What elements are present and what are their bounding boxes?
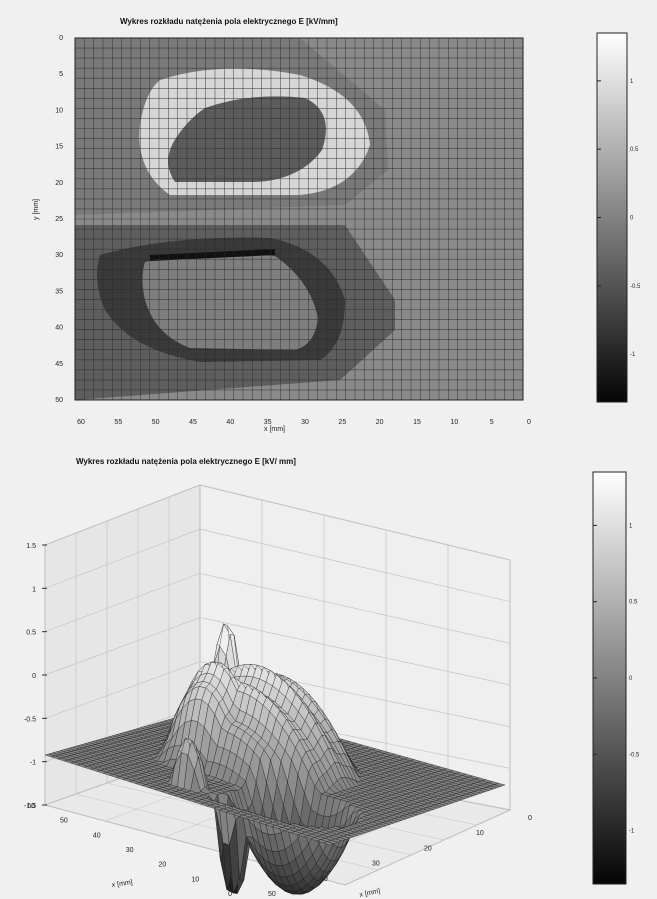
x-tick-label: 60 bbox=[77, 419, 85, 426]
colorbar-tick-label: -0.5 bbox=[629, 752, 640, 758]
x-tick-label: 35 bbox=[264, 419, 272, 426]
x-tick-label: 40 bbox=[93, 832, 101, 839]
x-tick-label: 25 bbox=[338, 419, 346, 426]
surface-x-ticks: 60 50 40 30 20 10 0 bbox=[27, 803, 232, 898]
colorbar-tick-label: 1 bbox=[630, 79, 634, 85]
heatmap-colorbar-ticks: 1 0.5 0 -0.5 -1 bbox=[597, 79, 641, 358]
z-tick-label: 1.5 bbox=[26, 543, 36, 550]
surface-mesh bbox=[44, 623, 506, 895]
y-tick-label: 15 bbox=[55, 144, 63, 151]
colorbar-tick-label: 0 bbox=[630, 216, 634, 222]
surface-facet bbox=[493, 782, 506, 787]
heatmap-x-label: x [mm] bbox=[264, 426, 285, 433]
heatmap-colorbar bbox=[596, 32, 628, 403]
lower-electrode-core bbox=[142, 253, 318, 350]
y-tick-label: 45 bbox=[55, 361, 63, 368]
z-tick-label: -0.5 bbox=[24, 716, 36, 723]
colorbar-tick-label: -1 bbox=[629, 829, 635, 835]
colorbar-tick-label: 0.5 bbox=[629, 600, 638, 606]
y-tick-label: 10 bbox=[55, 107, 63, 114]
y-tick-label: 0 bbox=[528, 815, 532, 822]
y-tick-label: 50 bbox=[55, 397, 63, 404]
y-tick-label: 30 bbox=[55, 252, 63, 259]
x-tick-label: 55 bbox=[114, 419, 122, 426]
heatmap-title: Wykres rozkładu natężenia pola elektrycz… bbox=[120, 17, 338, 26]
y-tick-label: 40 bbox=[320, 876, 328, 883]
surface-x-label: x [mm] bbox=[111, 879, 133, 889]
surface-y-ticks: 50 40 30 20 10 0 bbox=[268, 815, 532, 898]
surface-title: Wykres rozkładu natężenia pola elektrycz… bbox=[76, 457, 296, 466]
surface-colorbar bbox=[592, 471, 627, 885]
y-tick-label: 20 bbox=[424, 845, 432, 852]
y-tick-label: 5 bbox=[59, 71, 63, 78]
pane-grid-line bbox=[44, 484, 511, 561]
x-tick-label: 5 bbox=[490, 419, 494, 426]
x-tick-label: 10 bbox=[450, 419, 458, 426]
x-tick-label: 20 bbox=[376, 419, 384, 426]
y-tick-label: 0 bbox=[59, 35, 63, 42]
y-tick-label: 50 bbox=[268, 891, 276, 898]
colorbar-tick-label: -1 bbox=[630, 352, 636, 358]
z-tick-label: -1 bbox=[30, 760, 36, 767]
colorbar-tick-label: -0.5 bbox=[630, 284, 641, 290]
pane-grid-line bbox=[44, 572, 511, 644]
pane-grid-line bbox=[44, 661, 511, 728]
upper-electrode-core bbox=[168, 96, 326, 182]
y-tick-label: 35 bbox=[55, 288, 63, 295]
heatmap-chart: 60 55 50 45 40 35 30 25 20 15 10 5 0 051015202530354… bbox=[33, 32, 641, 433]
x-tick-label: 20 bbox=[159, 862, 167, 869]
heatmap-grid bbox=[75, 38, 523, 400]
x-tick-label: 30 bbox=[301, 419, 309, 426]
x-tick-label: 15 bbox=[413, 419, 421, 426]
z-tick-label: -1.5 bbox=[24, 803, 36, 810]
pane-grid-line bbox=[44, 617, 511, 686]
pane-grid-line bbox=[44, 528, 511, 603]
surface-colorbar-ticks: 1 0.5 0 -0.5 -1 bbox=[593, 523, 640, 835]
colorbar-tick-label: 0.5 bbox=[630, 147, 639, 153]
heatmap-y-ticks: 0 5 10 15 20 25 30 35 40 45 50 bbox=[55, 35, 63, 404]
x-tick-label: 50 bbox=[152, 419, 160, 426]
x-tick-label: 45 bbox=[189, 419, 197, 426]
colorbar-tick-label: 1 bbox=[629, 523, 633, 529]
surface-panel: Wykres rozkładu natężenia pola elektrycz… bbox=[0, 450, 657, 899]
x-tick-label: 0 bbox=[527, 419, 531, 426]
heatmap-frame bbox=[74, 37, 524, 401]
x-tick-label: 50 bbox=[60, 818, 68, 825]
lower-electrode-edge bbox=[149, 249, 276, 261]
y-tick-label: 40 bbox=[55, 325, 63, 332]
z-tick-label: 0 bbox=[32, 673, 36, 680]
z-tick-label: 1 bbox=[32, 586, 36, 593]
z-tick-label: 0.5 bbox=[26, 630, 36, 637]
x-tick-label: 40 bbox=[226, 419, 234, 426]
x-tick-label: 0 bbox=[228, 891, 232, 898]
colorbar-tick-label: 0 bbox=[629, 676, 633, 682]
heatmap-x-ticks: 60 55 50 45 40 35 30 25 20 15 10 5 0 bbox=[77, 419, 531, 426]
y-tick-label: 20 bbox=[55, 180, 63, 187]
y-tick-label: 25 bbox=[55, 216, 63, 223]
heatmap-panel: Wykres rozkładu natężenia pola elektrycz… bbox=[0, 0, 657, 445]
surface-y-label: x [mm] bbox=[359, 888, 381, 899]
heatmap-y-label: y [mm] bbox=[33, 199, 40, 220]
x-tick-label: 30 bbox=[126, 847, 134, 854]
x-tick-label: 10 bbox=[191, 876, 199, 883]
y-tick-label: 10 bbox=[476, 830, 484, 837]
x-tick-label: 60 bbox=[27, 803, 35, 810]
surface-z-ticks: 1.5 1 0.5 0 -0.5 -1 -1.5 bbox=[24, 543, 47, 810]
y-tick-label: 30 bbox=[372, 861, 380, 868]
